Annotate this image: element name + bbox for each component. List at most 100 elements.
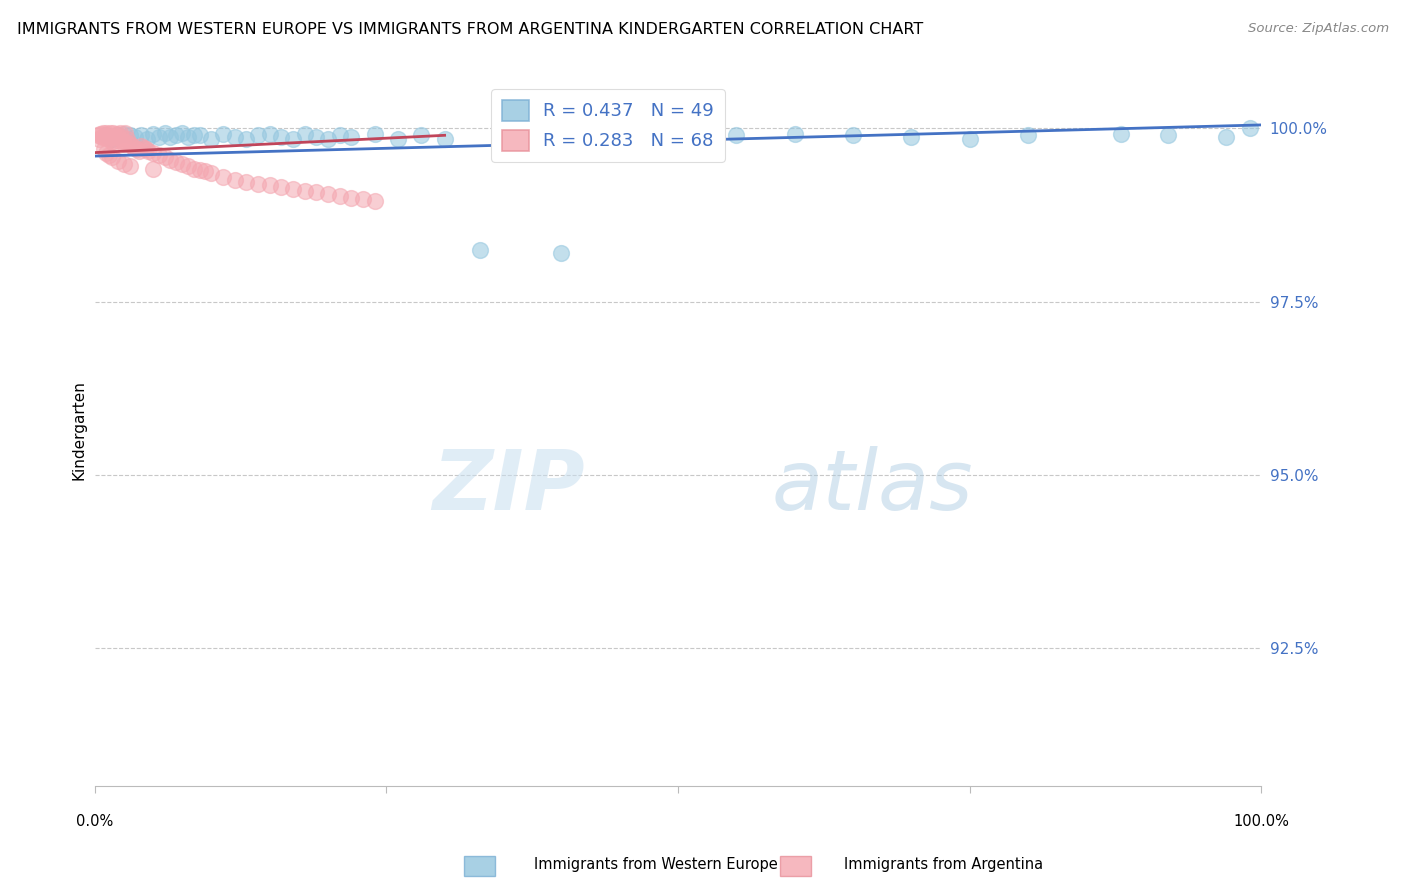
Point (98, 126, 121, 140)
Point (101, 132, 124, 146)
Point (114, 126, 136, 140)
Point (112, 136, 135, 151)
Point (108, 134, 131, 148)
Point (200, 166, 222, 180)
Point (93, 130, 115, 145)
Point (340, 129, 363, 144)
Point (142, 145, 165, 160)
Point (115, 135, 138, 149)
Point (281, 182, 304, 196)
Point (125, 142, 148, 156)
Point (1017, 128, 1039, 143)
Point (111, 134, 134, 148)
Point (107, 153, 129, 168)
Point (142, 161, 165, 176)
Point (316, 187, 339, 202)
Point (112, 157, 135, 171)
Point (148, 147, 170, 161)
Point (200, 132, 222, 146)
Point (340, 191, 363, 205)
Point (281, 132, 304, 146)
Point (96, 145, 118, 160)
Point (235, 132, 257, 146)
Text: Source: ZipAtlas.com: Source: ZipAtlas.com (1249, 22, 1389, 36)
Point (259, 178, 281, 193)
Point (104, 133, 127, 147)
Point (129, 128, 152, 143)
Point (900, 129, 922, 144)
Y-axis label: Kindergarten: Kindergarten (72, 380, 86, 480)
Point (107, 128, 129, 143)
Point (468, 243, 491, 257)
Point (305, 185, 328, 199)
Point (89, 132, 111, 146)
Point (112, 127, 135, 141)
Point (1239, 121, 1261, 136)
Point (118, 160, 141, 174)
Point (1157, 128, 1180, 143)
Point (329, 128, 352, 143)
Point (177, 129, 200, 144)
Point (212, 169, 235, 184)
Point (142, 127, 165, 141)
Point (90, 129, 112, 144)
Point (725, 128, 748, 143)
Point (124, 129, 146, 144)
Point (118, 136, 141, 151)
Point (110, 129, 132, 144)
Point (172, 157, 194, 171)
Point (100, 129, 122, 144)
Point (96, 126, 118, 140)
Point (153, 151, 176, 165)
Point (159, 153, 181, 167)
Point (259, 127, 281, 141)
Legend: R = 0.437   N = 49, R = 0.283   N = 68: R = 0.437 N = 49, R = 0.283 N = 68 (491, 89, 725, 161)
Text: Immigrants from Western Europe: Immigrants from Western Europe (534, 857, 778, 872)
Point (136, 144, 159, 158)
Point (97, 132, 120, 146)
Point (188, 163, 211, 178)
Point (644, 132, 666, 146)
Point (129, 138, 152, 153)
Point (294, 127, 316, 141)
Point (959, 132, 981, 146)
Text: ZIP: ZIP (432, 446, 585, 527)
Point (316, 132, 339, 146)
Point (352, 192, 374, 206)
Point (224, 173, 246, 187)
Point (117, 132, 139, 146)
Text: 0.0%: 0.0% (76, 814, 114, 829)
Point (135, 142, 157, 156)
Point (105, 127, 128, 141)
Point (121, 138, 143, 153)
Point (246, 128, 269, 143)
Point (101, 151, 124, 165)
Point (96, 128, 118, 143)
Point (107, 130, 129, 145)
Point (89, 127, 111, 141)
Point (159, 130, 181, 145)
Point (97, 147, 120, 161)
Point (270, 130, 292, 145)
Point (294, 184, 316, 198)
Point (103, 126, 125, 140)
Point (329, 188, 352, 202)
Point (177, 160, 200, 174)
Point (550, 246, 572, 260)
Point (596, 127, 619, 141)
Point (363, 194, 385, 208)
Point (110, 126, 132, 140)
Point (194, 164, 217, 178)
Point (128, 144, 150, 158)
Point (148, 129, 170, 144)
Point (165, 128, 187, 143)
Point (503, 127, 526, 141)
Point (132, 141, 155, 155)
Point (188, 128, 211, 143)
Point (103, 129, 125, 144)
Point (165, 154, 187, 169)
Point (172, 126, 194, 140)
Point (305, 129, 328, 144)
Point (183, 161, 205, 176)
Point (87, 128, 110, 143)
